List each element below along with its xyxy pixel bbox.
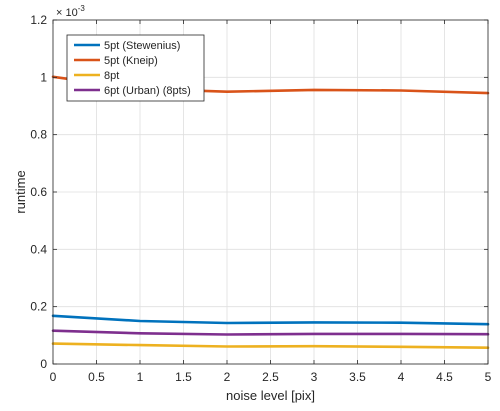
y-tick-label: 0 bbox=[40, 357, 47, 371]
legend-label-1: 5pt (Stewenius) bbox=[104, 40, 180, 52]
tick-layer: 0 0.5 1 1.5 2 2.5 3 3.5 4 4.5 5 0 0.2 0.4 0.6 0.8 1 1.2 bbox=[30, 13, 491, 384]
x-tick-label: 0 bbox=[50, 370, 57, 384]
x-tick-label: 4.5 bbox=[436, 370, 453, 384]
x-axis-label: noise level [pix] bbox=[226, 388, 315, 403]
y-axis-label: runtime bbox=[13, 170, 28, 213]
legend: 5pt (Stewenius) 5pt (Kneip) 8pt 6pt (Urban)… bbox=[66, 34, 205, 102]
legend-label-4: 6pt (Urban) (8pts) bbox=[104, 85, 191, 97]
y-tick-label: 0.2 bbox=[30, 300, 47, 314]
legend-label-2: 5pt (Kneip) bbox=[104, 55, 158, 67]
x-tick-label: 5 bbox=[485, 370, 492, 384]
series-line-4 bbox=[51, 329, 490, 336]
x-tick-label: 3.5 bbox=[349, 370, 366, 384]
x-tick-label: 4 bbox=[398, 370, 405, 384]
y-tick-label: 0.8 bbox=[30, 128, 47, 142]
y-exponent-label: × 10-3 bbox=[56, 4, 85, 19]
x-tick-label: 1 bbox=[137, 370, 144, 384]
y-tick-label: 0.4 bbox=[30, 242, 47, 256]
x-tick-label: 2 bbox=[224, 370, 231, 384]
y-tick-label: 1.2 bbox=[30, 13, 47, 27]
y-tick-label: 1 bbox=[40, 70, 47, 84]
x-tick-label: 2.5 bbox=[262, 370, 279, 384]
y-tick-label: 0.6 bbox=[30, 185, 47, 199]
legend-label-3: 8pt bbox=[104, 70, 119, 82]
x-tick-label: 0.5 bbox=[88, 370, 105, 384]
x-tick-label: 3 bbox=[311, 370, 318, 384]
x-tick-label: 1.5 bbox=[175, 370, 192, 384]
series-line-3 bbox=[51, 342, 490, 350]
series-line-1 bbox=[51, 314, 490, 326]
